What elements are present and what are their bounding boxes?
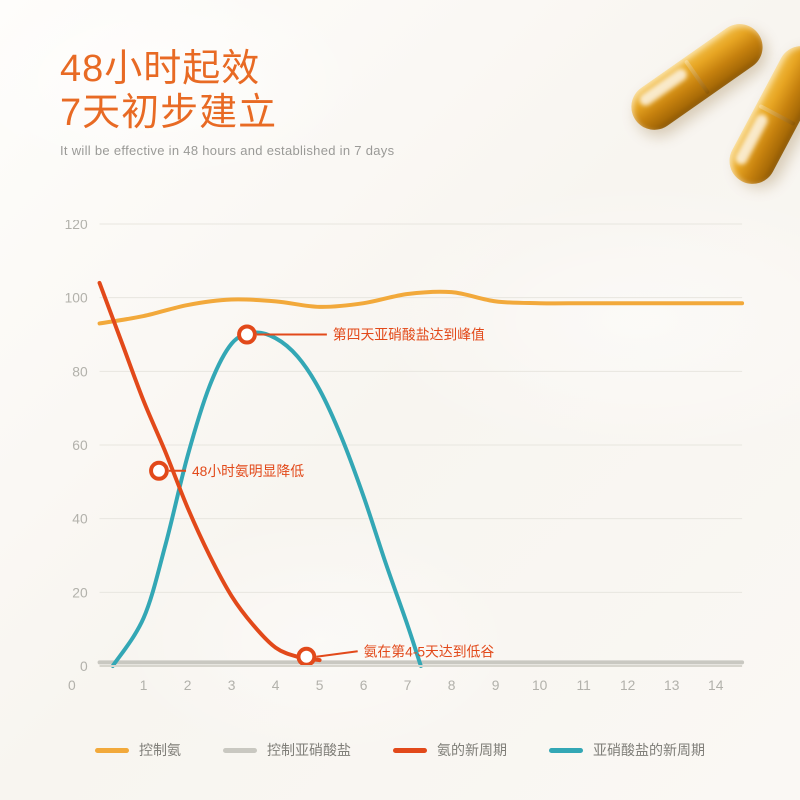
- legend-label: 控制氨: [139, 740, 181, 760]
- legend-swatch: [223, 748, 257, 753]
- legend-item-control_nitrite: 控制亚硝酸盐: [223, 740, 351, 760]
- y-tick-label: 100: [65, 290, 88, 306]
- legend-label: 亚硝酸盐的新周期: [593, 740, 705, 760]
- x-tick-label: 4: [272, 677, 280, 693]
- capsules-decoration: [588, 22, 800, 192]
- legend-item-nitrite_cycle: 亚硝酸盐的新周期: [549, 740, 705, 760]
- heading-line1-rest: 小时起效: [104, 48, 260, 90]
- annotation-leader: [316, 651, 357, 657]
- heading-line2-rest: 天初步建立: [82, 92, 277, 134]
- legend-item-control_ammonia: 控制氨: [95, 740, 181, 760]
- x-tick-label: 14: [708, 677, 724, 693]
- series-control_ammonia: [100, 292, 743, 324]
- marker-hr48: [151, 463, 167, 479]
- x-tick-label: 9: [492, 677, 500, 693]
- y-tick-label: 120: [65, 220, 88, 232]
- annotation-text: 氨在第4-5天达到低谷: [364, 643, 495, 659]
- legend-swatch: [95, 748, 129, 753]
- page-heading: 48小时起效 7天初步建立 It will be effective in 48…: [60, 48, 394, 158]
- x-tick-label: 2: [184, 677, 192, 693]
- line-chart: 第四天亚硝酸盐达到峰值48小时氨明显降低氨在第4-5天达到低谷 01234567…: [60, 220, 752, 700]
- x-tick-label: 10: [532, 677, 548, 693]
- legend-label: 氨的新周期: [437, 740, 507, 760]
- marker-trough: [298, 649, 314, 665]
- chart-legend: 控制氨 控制亚硝酸盐 氨的新周期 亚硝酸盐的新周期: [0, 740, 800, 760]
- legend-swatch: [393, 748, 427, 753]
- legend-item-ammonia_cycle: 氨的新周期: [393, 740, 507, 760]
- y-tick-label: 40: [72, 511, 88, 527]
- y-tick-label: 0: [80, 658, 88, 674]
- heading-line-2: 7天初步建立: [60, 92, 394, 136]
- y-tick-label: 60: [72, 437, 88, 453]
- x-tick-label: 6: [360, 677, 368, 693]
- x-tick-label: 8: [448, 677, 456, 693]
- chart-svg: 第四天亚硝酸盐达到峰值48小时氨明显降低氨在第4-5天达到低谷 01234567…: [60, 220, 752, 700]
- marker-peak: [239, 327, 255, 343]
- x-tick-label: 1: [140, 677, 148, 693]
- annotation-text: 48小时氨明显降低: [192, 463, 304, 479]
- x-tick-label: 7: [404, 677, 412, 693]
- heading-line-1: 48小时起效: [60, 48, 394, 92]
- series-nitrite_cycle: [113, 332, 421, 666]
- x-tick-label: 3: [228, 677, 236, 693]
- legend-swatch: [549, 748, 583, 753]
- y-tick-label: 20: [72, 584, 88, 600]
- annotation-text: 第四天亚硝酸盐达到峰值: [333, 326, 485, 342]
- capsule-icon: [721, 38, 800, 192]
- y-tick-label: 80: [72, 363, 88, 379]
- x-tick-label: 12: [620, 677, 636, 693]
- capsule-icon: [622, 15, 771, 139]
- legend-label: 控制亚硝酸盐: [267, 740, 351, 760]
- x-tick-label: 13: [664, 677, 680, 693]
- heading-num-48: 48: [60, 48, 104, 90]
- x-tick-label: 5: [316, 677, 324, 693]
- x-tick-label: 11: [576, 677, 591, 693]
- x-tick-label: 0: [68, 677, 76, 693]
- heading-num-7: 7: [60, 92, 82, 134]
- subtitle-text: It will be effective in 48 hours and est…: [60, 143, 394, 158]
